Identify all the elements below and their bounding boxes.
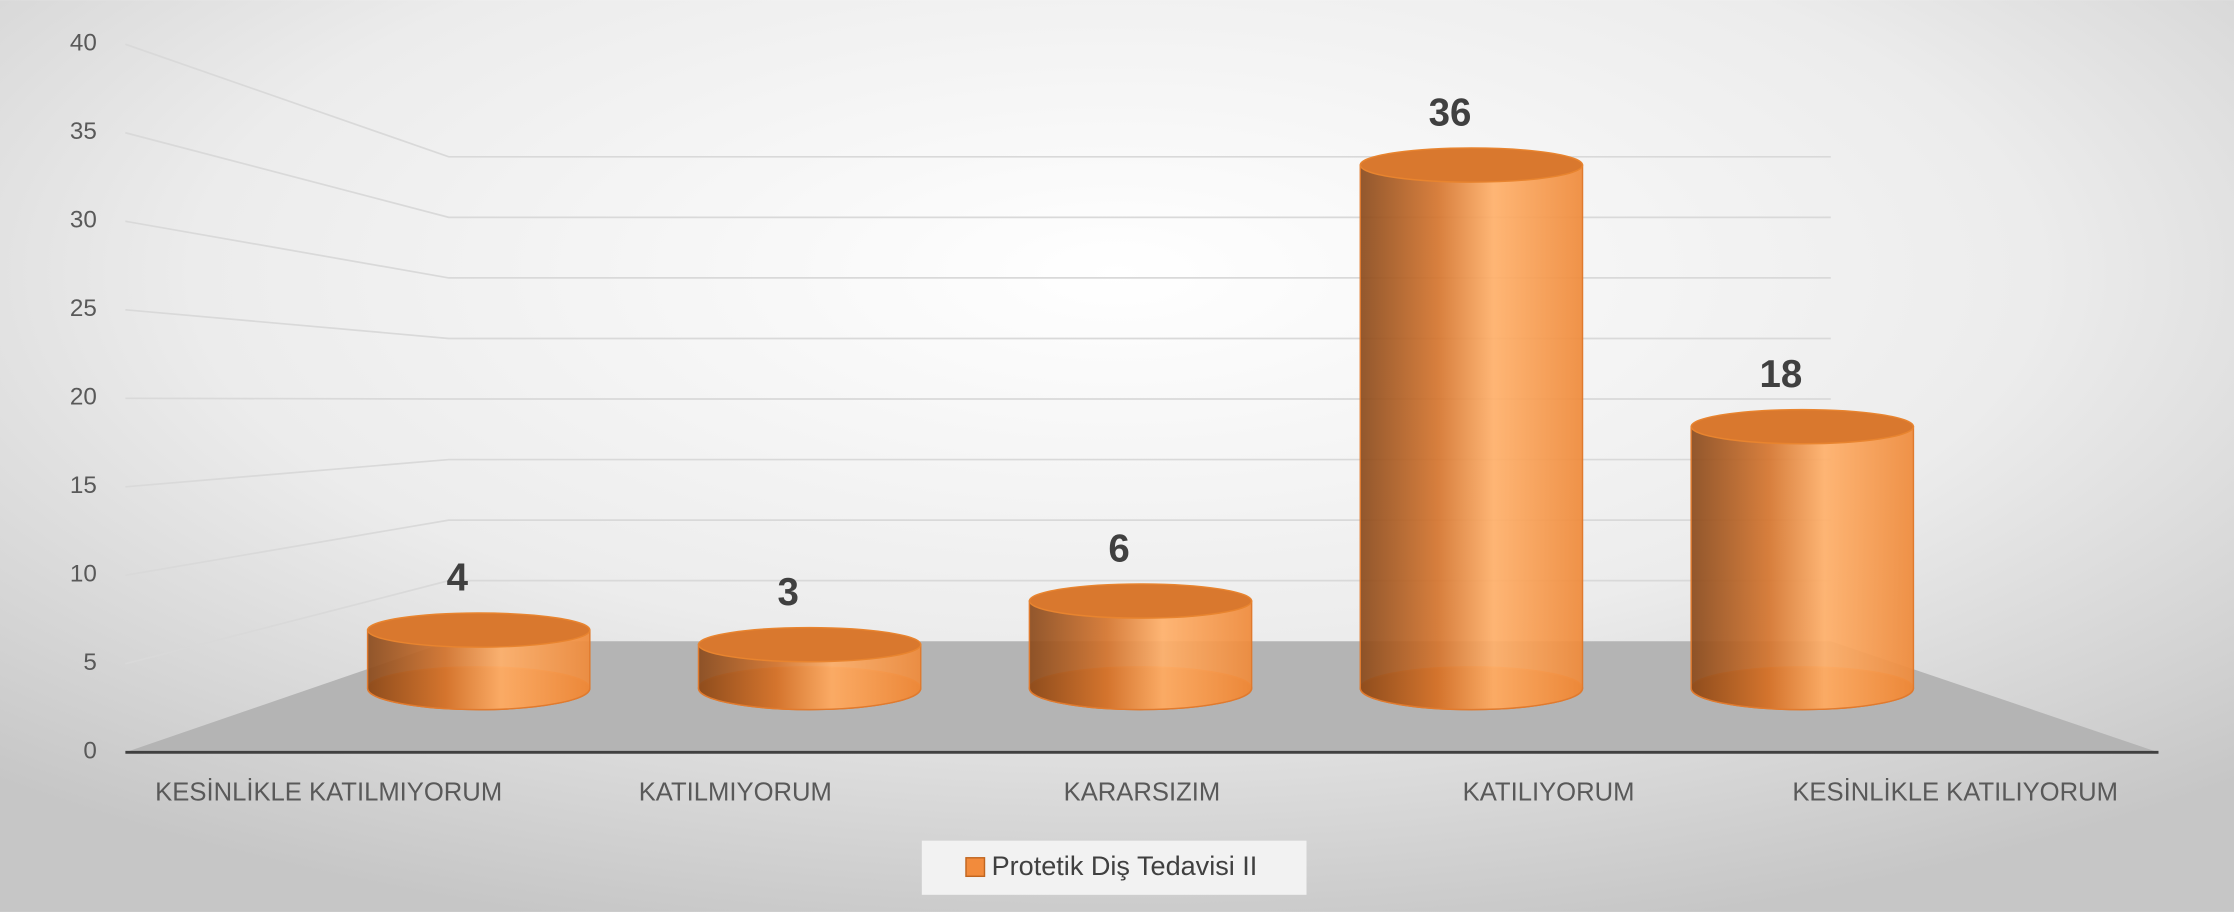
- grid-line: [125, 43, 1831, 158]
- bar: [697, 643, 922, 711]
- bar: [366, 629, 591, 711]
- bar: [1028, 600, 1253, 711]
- bar: [1359, 164, 1584, 711]
- cylinder: [366, 612, 591, 711]
- y-tick-label: 25: [70, 295, 97, 322]
- legend-label: Protetik Diş Tedavisi II: [992, 850, 1258, 881]
- cylinder-top: [366, 612, 591, 648]
- x-tick-label: KATILMIYORUM: [639, 778, 832, 806]
- cylinder-top: [697, 626, 922, 663]
- x-tick-label: KESİNLİKLE KATILIYORUM: [1792, 777, 2118, 806]
- y-tick-label: 30: [70, 207, 97, 234]
- x-tick-label: KATILIYORUM: [1463, 778, 1635, 806]
- y-tick-label: 5: [83, 649, 96, 676]
- x-tick-label: KARARSIZIM: [1064, 778, 1221, 806]
- x-tick-label: KESİNLİKLE KATILMIYORUM: [155, 777, 502, 806]
- legend-swatch: [965, 857, 986, 878]
- cylinder-top: [1359, 147, 1584, 183]
- data-label: 6: [1108, 527, 1129, 570]
- data-label: 18: [1760, 353, 1803, 396]
- y-tick-label: 40: [70, 30, 97, 57]
- cylinder: [1359, 147, 1584, 711]
- cylinder-top: [1690, 408, 1915, 445]
- cylinder: [1690, 408, 1915, 711]
- cylinder-top: [1028, 583, 1253, 619]
- y-tick-label: 20: [70, 384, 97, 411]
- y-tick-label: 0: [83, 738, 96, 765]
- data-label: 3: [778, 571, 799, 614]
- data-label: 4: [447, 556, 469, 599]
- y-tick-label: 35: [70, 118, 97, 145]
- y-tick-label: 15: [70, 472, 97, 499]
- data-label: 36: [1429, 91, 1472, 134]
- y-tick-label: 10: [70, 561, 97, 588]
- cylinder: [697, 626, 922, 711]
- bar: [1690, 425, 1915, 711]
- legend: [921, 840, 1307, 895]
- cylinder: [1028, 583, 1253, 711]
